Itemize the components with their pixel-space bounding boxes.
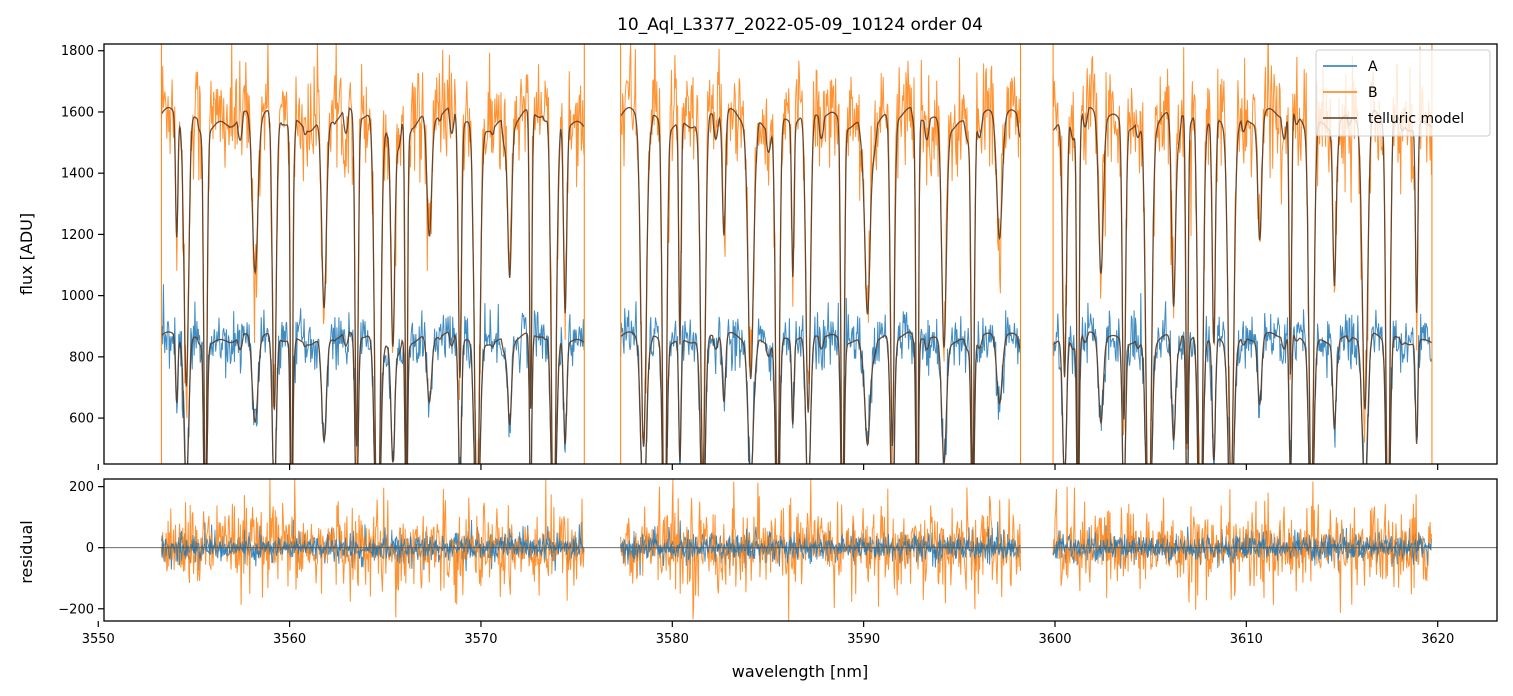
residual-b-segment-2 bbox=[620, 479, 1021, 621]
legend: A B telluric model bbox=[1315, 49, 1491, 137]
chart-title: 10_Aql_L3377_2022-05-09_10124 order 04 bbox=[617, 15, 983, 35]
bottom-x-tick-label: 3560 bbox=[273, 632, 306, 647]
series-b-segment-1 bbox=[160, 44, 585, 464]
legend-label-telluric-model: telluric model bbox=[1368, 111, 1464, 127]
legend-box bbox=[1315, 49, 1491, 137]
telluric-model-a-segment-1 bbox=[161, 331, 585, 464]
top-y-tick-label: 1000 bbox=[61, 289, 94, 304]
top-y-tick-label: 800 bbox=[69, 350, 94, 365]
bottom-x-tick-label: 3550 bbox=[82, 632, 115, 647]
top-panel: 600 800 1000 1200 1400 1600 1800 flux [ADU] A … bbox=[17, 43, 1498, 470]
top-y-tick-label: 1400 bbox=[61, 167, 94, 182]
bottom-y-tick-label: −200 bbox=[58, 602, 94, 617]
top-axes-frame bbox=[103, 43, 1498, 465]
bottom-x-tick-label: 3570 bbox=[464, 632, 497, 647]
bottom-ylabel: residual bbox=[17, 520, 36, 583]
top-plot-area bbox=[160, 44, 1433, 464]
bottom-y-ticks: −200 0 200 bbox=[58, 480, 104, 617]
bottom-plot-area bbox=[104, 479, 1497, 621]
telluric-model-b-segment-1 bbox=[160, 106, 585, 464]
top-y-tick-label: 1600 bbox=[61, 105, 94, 120]
telluric-model-b-segment-2 bbox=[620, 106, 1022, 464]
top-y-tick-label: 1800 bbox=[61, 44, 94, 59]
telluric-model-a-segment-2 bbox=[620, 331, 1021, 464]
telluric-model-a-segment-3 bbox=[1052, 331, 1433, 464]
telluric-model-b-segment-3 bbox=[1052, 107, 1433, 464]
bottom-x-tick-label: 3620 bbox=[1421, 632, 1454, 647]
bottom-x-tick-label: 3590 bbox=[847, 632, 880, 647]
series-a-segment-2 bbox=[620, 297, 1021, 464]
residual-a-overlay-segment-3 bbox=[1052, 532, 1432, 569]
bottom-x-tick-label: 3610 bbox=[1230, 632, 1263, 647]
top-y-ticks: 600 800 1000 1200 1400 1600 1800 bbox=[61, 44, 104, 427]
legend-label-b: B bbox=[1368, 85, 1378, 101]
bottom-x-tick-label: 3600 bbox=[1038, 632, 1071, 647]
top-ylabel: flux [ADU] bbox=[17, 213, 36, 295]
bottom-panel: −200 0 200 3550 3560 3570 3580 3590 3600 3610 362… bbox=[17, 478, 1498, 681]
bottom-x-tick-label: 3580 bbox=[656, 632, 689, 647]
series-b-segment-2 bbox=[620, 44, 1021, 464]
top-y-tick-label: 600 bbox=[69, 412, 94, 427]
legend-label-a: A bbox=[1368, 59, 1378, 75]
top-y-tick-label: 1200 bbox=[61, 228, 94, 243]
bottom-xlabel: wavelength [nm] bbox=[732, 662, 869, 681]
bottom-y-tick-label: 200 bbox=[69, 480, 94, 495]
bottom-y-tick-label: 0 bbox=[86, 541, 94, 556]
bottom-axes-frame bbox=[103, 478, 1498, 622]
bottom-x-ticks: 3550 3560 3570 3580 3590 3600 3610 3620 bbox=[82, 621, 1454, 647]
top-x-ticks bbox=[97, 464, 1439, 470]
